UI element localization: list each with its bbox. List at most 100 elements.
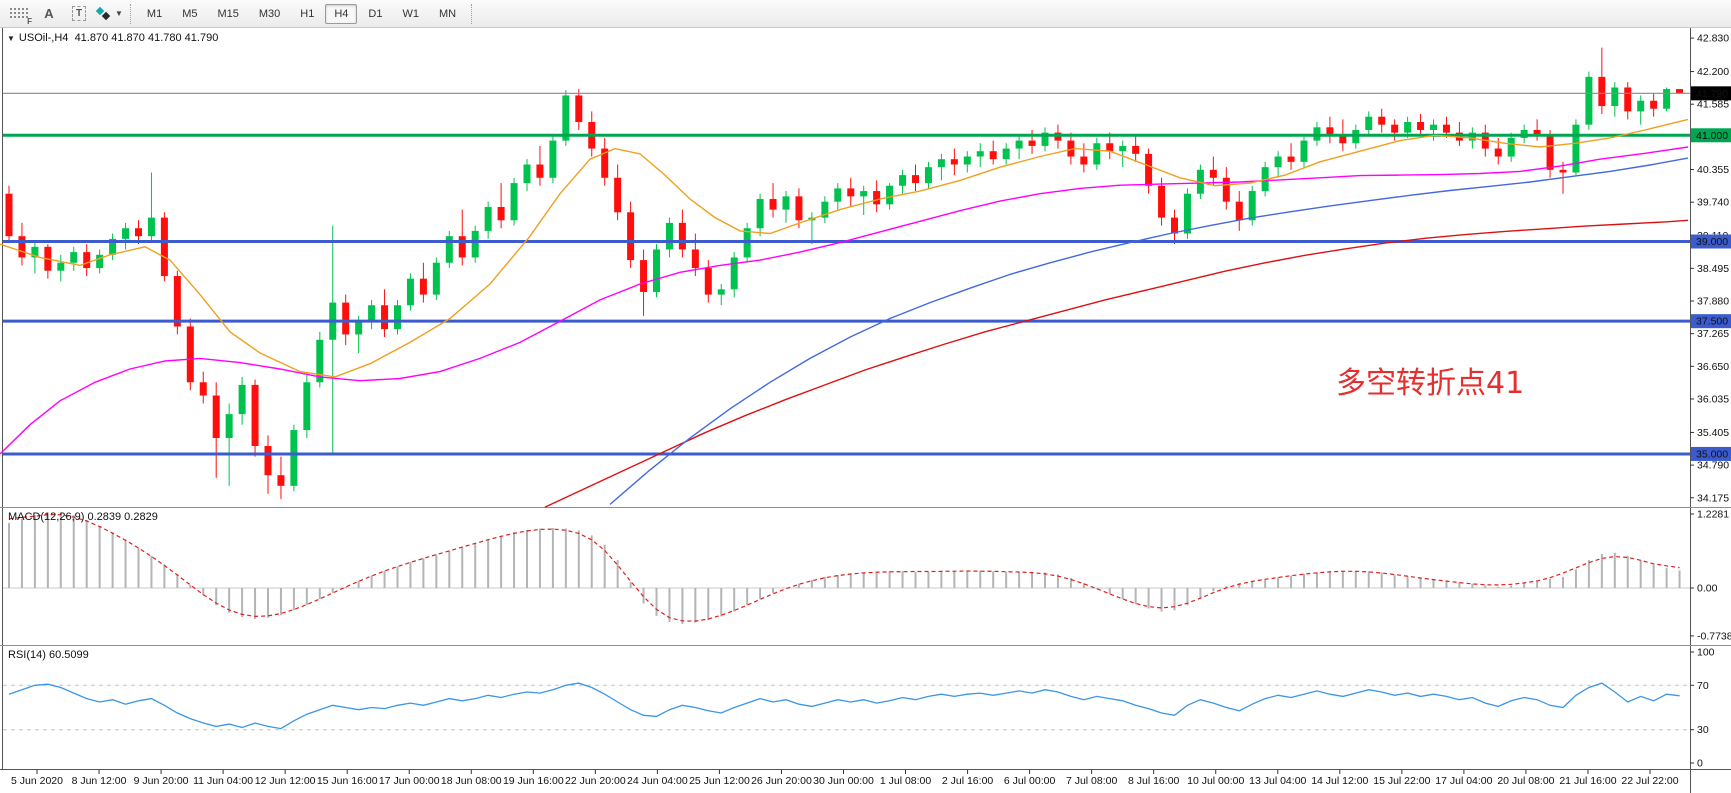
- candle-body: [381, 305, 389, 330]
- timeframe-button-h1[interactable]: H1: [300, 7, 315, 20]
- candle-body: [1404, 122, 1412, 133]
- candle-body: [83, 252, 91, 269]
- macd-axis-label: 0.00: [1697, 583, 1718, 595]
- candle-body: [96, 254, 104, 269]
- candle-body: [1442, 124, 1450, 133]
- candle-body: [963, 156, 971, 165]
- time-axis-label: 10 Jul 00:00: [1187, 775, 1244, 787]
- chart-annotation-text: 多空转折点41: [1336, 366, 1525, 401]
- candle-body: [782, 196, 790, 210]
- price-axis-label: 42.830: [1697, 33, 1729, 45]
- timeframe-button-m1[interactable]: M1: [146, 7, 163, 20]
- hline-price-label: 39.000: [1696, 236, 1728, 248]
- time-axis-label: 6 Jul 00:00: [1004, 775, 1056, 787]
- candle-body: [445, 236, 453, 263]
- hline-price-box: [1691, 446, 1731, 461]
- candle-body: [678, 222, 686, 250]
- candle-body: [31, 246, 39, 258]
- candle-body: [1598, 76, 1606, 107]
- candle-body: [1585, 76, 1593, 125]
- candle-body: [109, 238, 117, 255]
- candle-body: [1365, 116, 1373, 130]
- candle-body: [342, 302, 350, 335]
- candle-body: [1326, 127, 1334, 136]
- font-tool-button[interactable]: A: [35, 2, 63, 26]
- hline-price-label: 41.000: [1696, 130, 1728, 142]
- candle-body: [1171, 217, 1178, 234]
- price-axis-label: 40.355: [1697, 164, 1729, 176]
- rsi-line: [8, 682, 1680, 730]
- candle-body: [1546, 135, 1554, 170]
- price-axis-label: 34.175: [1697, 492, 1729, 504]
- candle-body: [1287, 156, 1295, 162]
- candle-body: [1391, 124, 1399, 133]
- symbol-dropdown-icon[interactable]: ▼: [7, 34, 15, 43]
- time-axis-label: 13 Jul 04:00: [1249, 775, 1306, 787]
- timeframe-button-m15[interactable]: M15: [217, 7, 239, 20]
- candle-body: [1507, 137, 1515, 157]
- timeframe-button-mn[interactable]: MN: [438, 7, 457, 20]
- price-axis-label: 41.585: [1697, 99, 1729, 111]
- time-axis-label: 17 Jun 00:00: [379, 775, 440, 787]
- candle-body: [316, 339, 324, 383]
- candle-body: [147, 217, 155, 237]
- candle-body: [1248, 191, 1256, 221]
- timeframe-button-m5[interactable]: M5: [182, 7, 198, 20]
- candle-body: [717, 289, 725, 295]
- time-axis[interactable]: 5 Jun 2020 8 Jun 12:00 9 Jun 20:00 11 Jun 0…: [11, 770, 1679, 787]
- macd-axis-label: -0.7738: [1697, 630, 1731, 642]
- candle-body: [355, 321, 363, 335]
- ma-slowest-line: [544, 219, 1689, 508]
- candle-body: [627, 212, 635, 261]
- candle-body: [394, 305, 401, 330]
- candle-body: [290, 430, 298, 486]
- candle-body: [1041, 132, 1049, 146]
- macd-signal: [8, 513, 1680, 622]
- time-axis-label: 8 Jun 12:00: [72, 775, 127, 787]
- rsi-pane: [3, 682, 1690, 731]
- candle-body: [886, 185, 894, 205]
- timeframe-button-m30[interactable]: M30: [258, 7, 281, 20]
- candle-body: [303, 382, 311, 431]
- candle-body: [1611, 87, 1619, 107]
- hline-price-box: [1691, 314, 1731, 329]
- timeframe-button-h4[interactable]: H4: [325, 3, 358, 24]
- price-axis-label: 37.265: [1697, 328, 1729, 340]
- price-axis-label: 35.405: [1697, 427, 1729, 439]
- price-axis-label: 38.495: [1697, 263, 1729, 275]
- candle-body: [1209, 169, 1217, 178]
- price-axis-label: 36.650: [1697, 361, 1729, 373]
- candle-body: [937, 159, 945, 168]
- candle-body: [821, 201, 829, 218]
- hline-price-label: 35.000: [1696, 448, 1728, 460]
- objects-tool-button[interactable]: ▼: [95, 2, 124, 26]
- objects-diamond-icon: [95, 6, 112, 21]
- price-axis-label: 34.790: [1697, 460, 1729, 472]
- candle-body: [497, 206, 505, 221]
- timeframe-button-d1[interactable]: D1: [368, 7, 383, 20]
- price-axis[interactable]: 42.83042.20041.58540.35539.74039.11038.4…: [1690, 33, 1731, 770]
- time-axis-label: 2 Jul 16:00: [942, 775, 994, 787]
- timeframe-button-group: M1 M5 M15 M30 H1 H4 D1 W1 MN: [137, 3, 466, 24]
- candle-body: [484, 206, 492, 231]
- candle-body: [1637, 100, 1645, 112]
- candle-body: [1624, 87, 1632, 112]
- candle-body: [834, 188, 842, 202]
- candle-body: [1132, 145, 1140, 154]
- candle-body: [1650, 100, 1658, 109]
- candle-body: [1339, 135, 1347, 144]
- candle-body: [601, 148, 609, 178]
- symbol-name: USOil-,H4: [18, 32, 69, 44]
- candle-body: [1093, 143, 1101, 165]
- candle-body: [1158, 185, 1166, 218]
- text-label-tool-button[interactable]: T: [65, 2, 93, 26]
- candle-body: [665, 222, 673, 250]
- pane-borders: [0, 28, 1731, 793]
- grid-f-tool-button[interactable]: F: [5, 2, 33, 26]
- time-axis-label: 24 Jun 04:00: [627, 775, 688, 787]
- candle-body: [1378, 116, 1386, 125]
- symbol-info-line[interactable]: ▼ USOil-,H4 41.870 41.870 41.780 41.790: [7, 32, 218, 44]
- candle-body: [924, 167, 932, 184]
- timeframe-button-w1[interactable]: W1: [402, 7, 419, 20]
